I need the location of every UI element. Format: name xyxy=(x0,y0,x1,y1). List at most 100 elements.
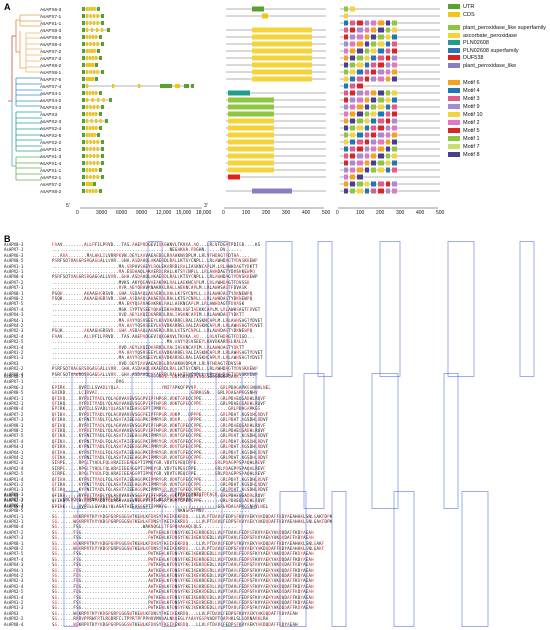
cds-block xyxy=(96,105,99,109)
domain-box xyxy=(252,55,312,61)
alignment-row-name: AsAPX1-1 xyxy=(4,395,24,401)
cds-block xyxy=(96,28,99,32)
motif-box xyxy=(392,132,397,138)
gene-name: AsAPX1-1 xyxy=(40,168,62,173)
utr-block xyxy=(99,189,102,193)
motif-box xyxy=(392,111,397,117)
cds-block xyxy=(96,140,99,144)
motif-box xyxy=(386,167,390,173)
axis3-tick-label: 500 xyxy=(436,210,445,216)
motif-box xyxy=(392,41,397,47)
motif-box xyxy=(344,55,348,61)
conservation-box xyxy=(317,241,333,377)
motif-box xyxy=(371,20,376,26)
cds-block xyxy=(92,56,95,60)
alignment-row-sequence: QFIKA.....KYPNITYADLFQLASATAIEEAGGPKIPMR… xyxy=(52,455,269,460)
cds-block xyxy=(96,21,99,25)
alignment-row-name: AsAPX7-4 xyxy=(4,438,24,444)
motif-box xyxy=(350,146,355,152)
domain-box xyxy=(228,160,274,166)
motif-box xyxy=(344,111,348,117)
cds-block xyxy=(86,161,89,165)
utr-block xyxy=(97,49,100,53)
utr-block xyxy=(160,84,172,88)
alignment-row-sequence: .........................MVKS.AKYQEAVAEA… xyxy=(52,279,250,285)
motif-box xyxy=(357,160,363,166)
legend-swatch xyxy=(448,62,460,68)
legend-swatch xyxy=(448,40,460,46)
legend-swatch xyxy=(448,152,460,158)
utr-block xyxy=(97,7,100,11)
legend-motif-item: Motif 5 xyxy=(448,128,480,134)
utr-block xyxy=(82,98,85,102)
cds-block xyxy=(91,98,94,102)
cds-block xyxy=(95,126,98,130)
motif-box xyxy=(344,153,348,159)
cds-block xyxy=(86,98,89,102)
panel-b: B AsAPX8-3 FAAV........ALLPFILPRVD...TAS.… xyxy=(0,234,550,627)
legend-swatch xyxy=(448,120,460,126)
motif-box xyxy=(344,41,348,47)
cds-block xyxy=(86,7,89,11)
conservation-boxes xyxy=(63,491,489,627)
motif-box xyxy=(371,167,376,173)
legend-motif-item: Motif 2 xyxy=(448,120,480,126)
utr-block xyxy=(82,28,85,32)
legend-motif-item: Motif 6 xyxy=(448,80,480,86)
alignment-row-name: AsAPX7-3 xyxy=(4,417,24,423)
utr-block xyxy=(82,147,85,151)
cds-block xyxy=(91,28,94,32)
axis1-suffix: 3' xyxy=(204,203,208,209)
alignment-row-name: AsAPX6-3 xyxy=(4,384,24,390)
cds-block xyxy=(102,98,105,102)
conservation-box xyxy=(161,491,177,627)
axis2-tick-label: 300 xyxy=(282,210,291,216)
motif-box xyxy=(386,27,390,33)
motif-box xyxy=(371,118,376,124)
legend-swatch xyxy=(448,4,460,10)
alignment-row-name: AsAPX4-3 xyxy=(4,444,24,450)
motif-box xyxy=(350,76,355,82)
motif-box xyxy=(344,76,348,82)
gene-name: AsAPX8-2 xyxy=(40,189,62,194)
alignment-row-sequence: SG......FSG.........................PWTK… xyxy=(52,600,314,605)
motif-box xyxy=(350,34,355,40)
motif-box xyxy=(365,160,369,166)
motif-box xyxy=(365,118,369,124)
motif-box xyxy=(350,62,355,68)
motif-box xyxy=(365,55,369,61)
motif-box xyxy=(392,69,397,75)
legend-label: Motif 2 xyxy=(463,120,480,126)
alignment-row-name: AsAPX7-5 xyxy=(4,433,24,439)
cds-block xyxy=(86,56,89,60)
legend-label: Motif 3 xyxy=(463,96,480,102)
gene-name: AsAPX7-3 xyxy=(40,56,62,61)
gene-length-axis xyxy=(80,207,202,209)
utr-block xyxy=(82,63,85,67)
motif-box xyxy=(378,34,384,40)
alignment-row-name: AsAPX6-3 xyxy=(4,252,24,258)
alignment-row-sequence: QFIKA.....KYPNITYADLFQLASATAIEEAGGPKIPMR… xyxy=(52,417,269,423)
gene-name: AsAPX8-5 xyxy=(40,35,62,40)
utr-block xyxy=(99,56,102,60)
motif-box xyxy=(371,139,376,145)
utr-block xyxy=(99,168,102,172)
motif-box xyxy=(350,27,355,33)
motif-box xyxy=(392,118,397,124)
alignment-row-name: AsAPX7-4 xyxy=(4,306,24,312)
conservation-box xyxy=(461,491,489,627)
utr-block xyxy=(82,154,85,158)
alignment-row-name: AsAPX1-1 xyxy=(4,263,24,269)
motif-box xyxy=(357,118,363,124)
motif-box xyxy=(357,90,363,96)
motif-box xyxy=(378,132,384,138)
gene-name: AsAPX2-1 xyxy=(40,175,62,180)
motif-box xyxy=(386,69,390,75)
alignment-row-name: AsAPX8-3 xyxy=(4,242,24,247)
alignment-row-sequence: PSQK........AKAAGHGRSVR..GHA.ASDAAQLAKAE… xyxy=(52,328,253,334)
gene-name: AsAPX1-1 xyxy=(40,21,62,26)
utr-block xyxy=(93,182,96,186)
alignment-row-name: AsAPX2-5 xyxy=(4,589,24,595)
cds-block xyxy=(86,28,89,32)
alignment-row-name: AsAPX2-4 xyxy=(4,465,24,471)
